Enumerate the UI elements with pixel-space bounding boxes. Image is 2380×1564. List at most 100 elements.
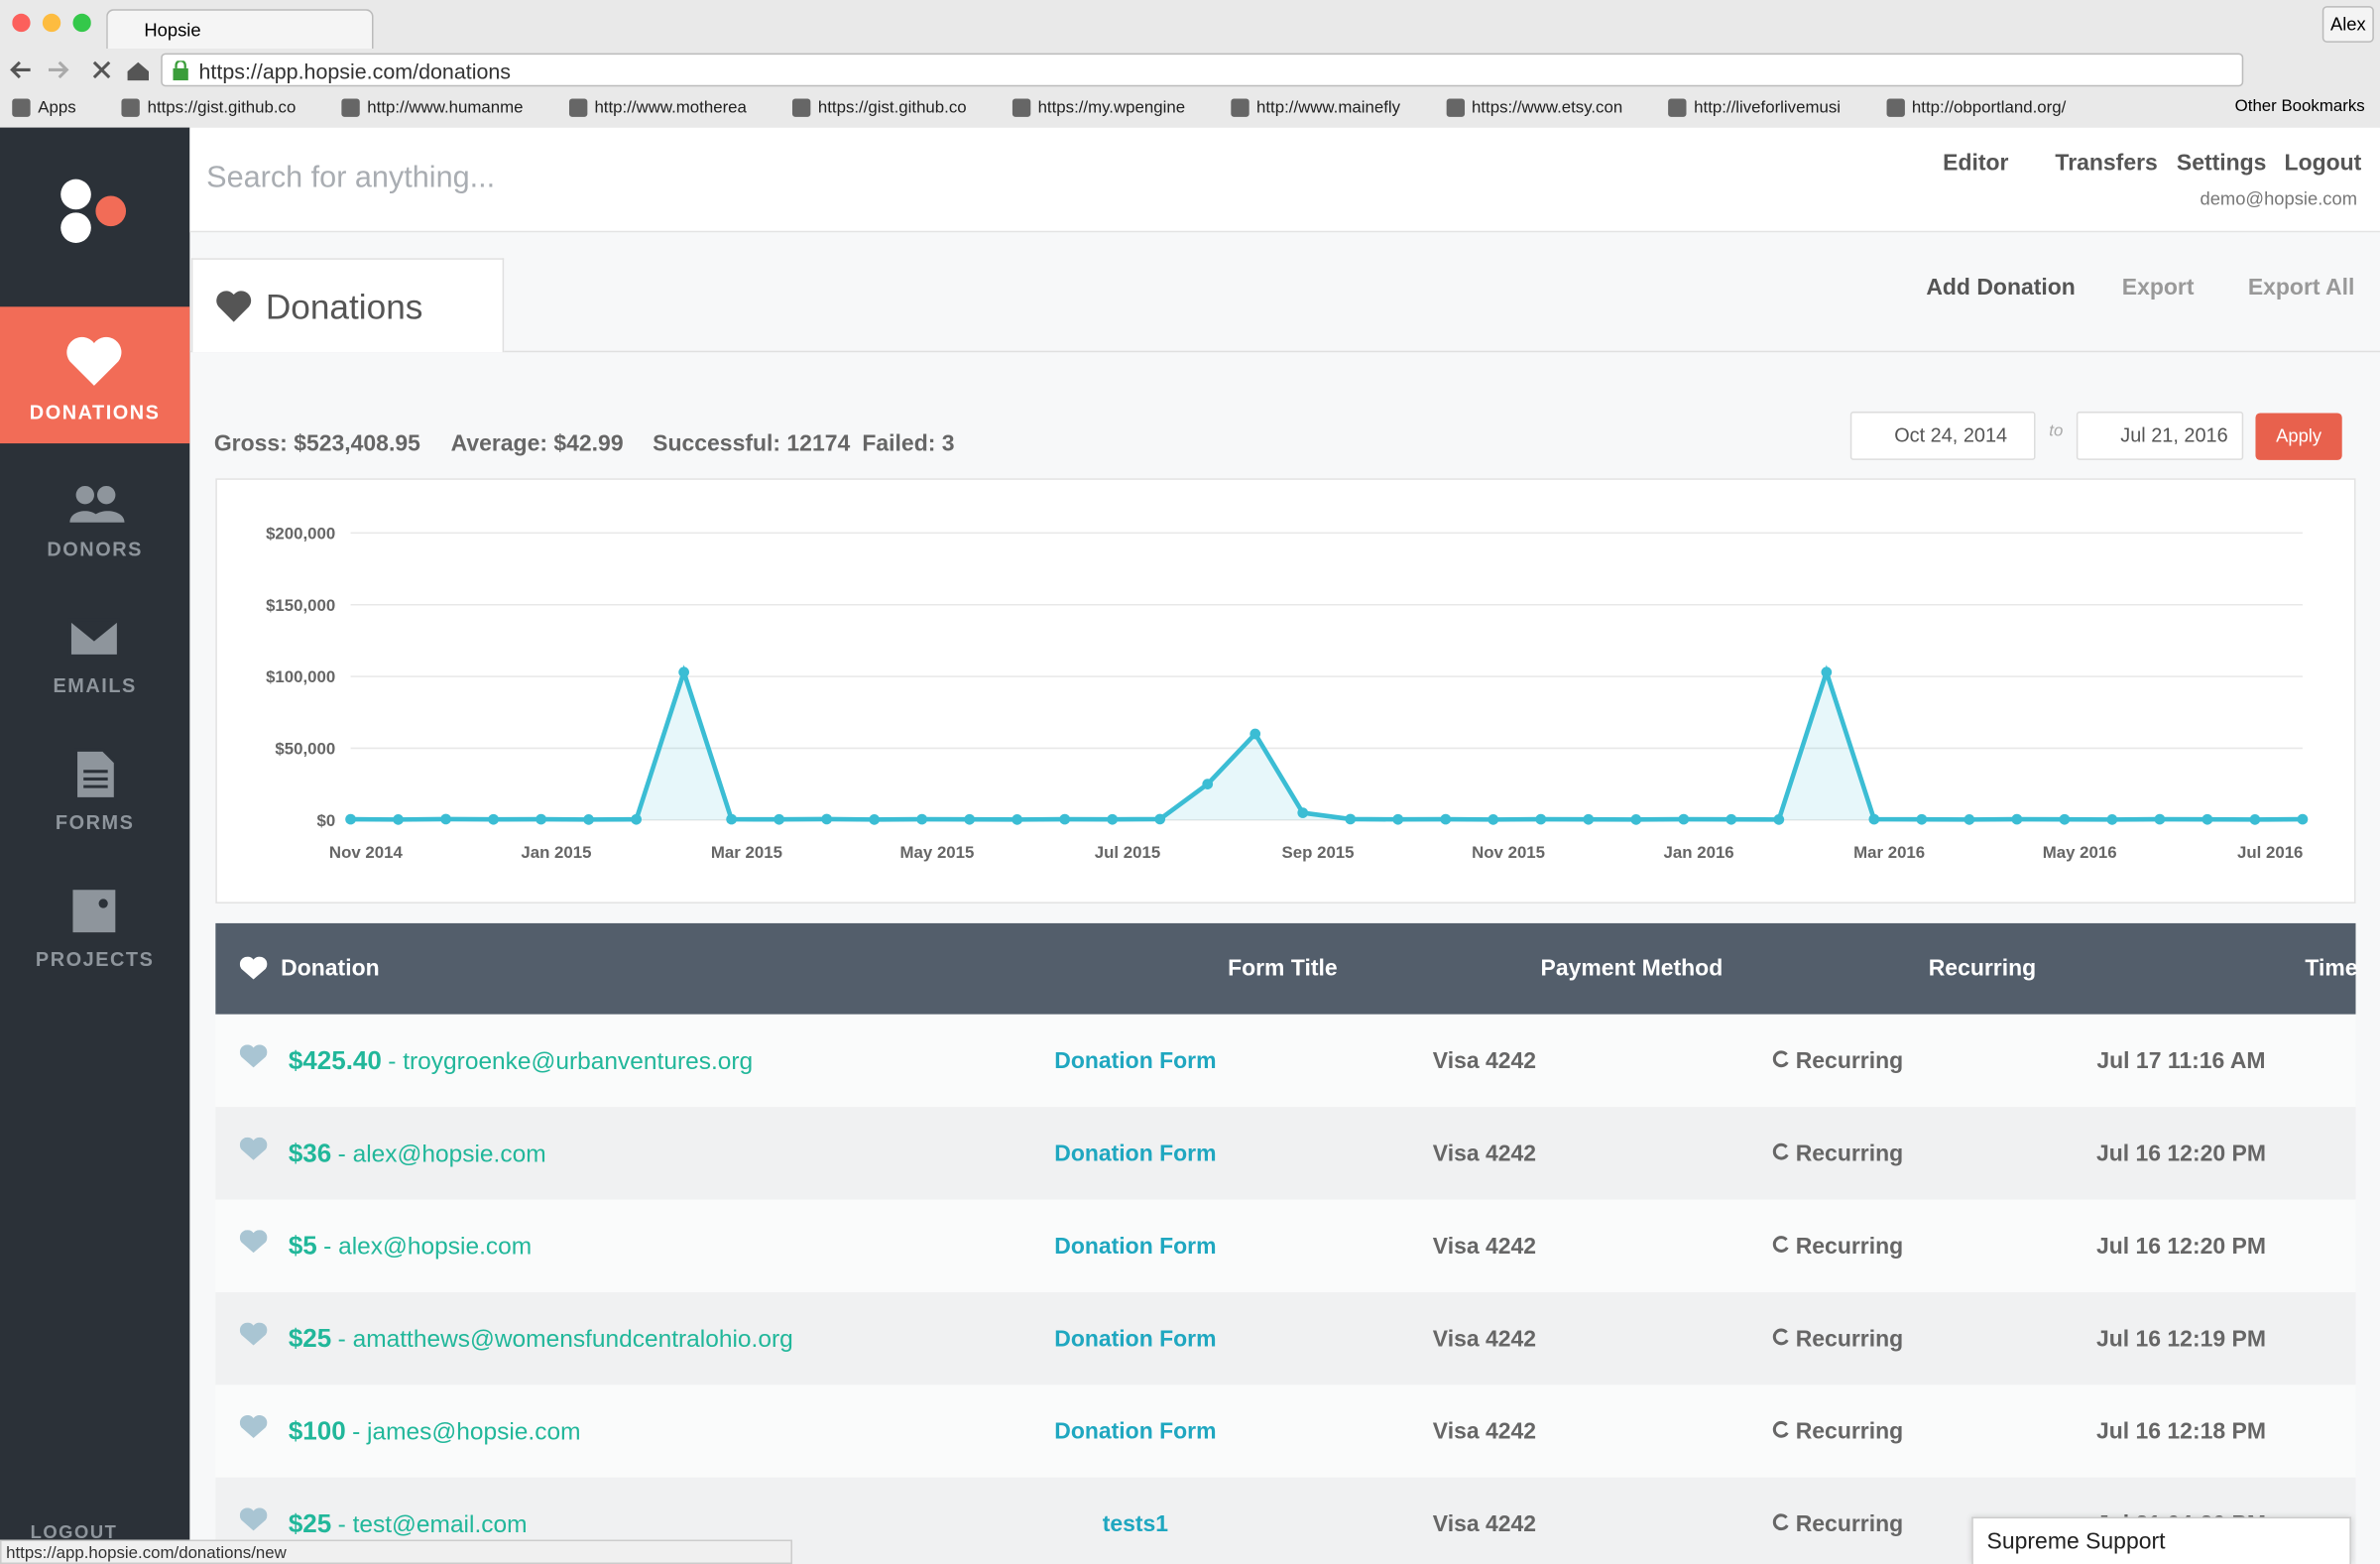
y-tick-label: $50,000 [275,740,335,759]
header-link[interactable]: Editor [1943,150,2009,177]
point [1773,814,1785,825]
chart: $0 $50,000 $100,000 $150,000 $200,000 Nov 201… [266,525,2309,862]
heart-icon [239,1322,268,1346]
icon-shape [239,1137,268,1160]
browser-tab[interactable]: Hopsie [106,9,374,49]
point [1250,728,1261,740]
date-to[interactable]: Jul 21, 2016 [2076,411,2244,460]
recurring-icon [1772,1235,1789,1253]
donation-amount: $5 [288,1230,317,1261]
x-tick-label: Jul 2016 [2237,843,2303,862]
nav-buttons [10,60,149,81]
search-input[interactable]: Search for anything... [206,161,496,194]
point [345,813,356,825]
window-controls [12,13,91,33]
icon-shape [1772,1420,1789,1437]
heart-icon [239,1137,268,1160]
nav-item[interactable]: DONORS [0,443,189,580]
x-tick-label: Nov 2014 [329,843,404,862]
summary-stat: Failed: 3 [862,430,955,457]
form-title[interactable]: Donation Form [1054,1418,1217,1445]
donor-email: - alex@hopsie.com [323,1234,533,1261]
apply-button[interactable]: Apply [2255,413,2342,460]
form-title[interactable]: Donation Form [1054,1140,1217,1166]
other-bookmarks[interactable]: Other Bookmarks [2234,96,2365,116]
nav-item[interactable]: PROJECTS [0,853,189,990]
top-bar: Search for anything... demo@hopsie.com E… [189,127,2380,233]
point [2249,814,2261,825]
bookmark[interactable]: https://gist.github.co [109,98,296,117]
donation-cell[interactable]: $25 - amatthews@womensfundcentralohio.or… [289,1323,793,1354]
bookmark[interactable]: https://gist.github.co [780,98,967,117]
bookmark[interactable]: http://obportland.org/ [1874,98,2067,117]
bookmark-label: http://www.mainefly [1256,98,1401,117]
bookmark-label: http://www.motherea [594,98,747,117]
table-row: $100 - james@hopsie.com Donation Form Visa… [215,1384,2356,1478]
recurring-icon [1772,1327,1789,1345]
user-email: demo@hopsie.com [2200,187,2358,210]
donation-cell[interactable]: $100 - james@hopsie.com [289,1416,581,1447]
profile-button[interactable]: Alex [2321,6,2374,43]
payment-method: Visa 4242 [1432,1233,1537,1260]
point [1535,813,1547,825]
bookmark[interactable]: https://my.wpengine [1000,98,1185,117]
bookmark[interactable]: https://www.etsy.con [1434,98,1622,117]
point [964,813,976,825]
date-from[interactable]: Oct 24, 2014 [1849,411,2036,460]
form-title[interactable]: Donation Form [1054,1325,1217,1352]
bookmark[interactable]: http://www.motherea [556,98,747,117]
nav-item[interactable]: FORMS [0,717,189,854]
point [1821,666,1833,678]
bookmark[interactable]: http://www.mainefly [1219,98,1401,117]
donation-amount: $100 [288,1415,346,1445]
y-tick-label: $200,000 [266,525,335,543]
nav-item[interactable]: DONATIONS [0,306,190,444]
bookmark[interactable]: http://www.humanme [329,98,524,117]
bookmark-icon [1445,98,1465,117]
page-action[interactable]: Add Donation [1926,275,2076,301]
bookmark[interactable]: Apps [0,98,76,117]
support-widget[interactable]: Supreme Support [1971,1516,2351,1564]
form-title[interactable]: tests1 [1102,1510,1169,1537]
time: Jul 16 12:19 PM [2095,1325,2266,1352]
x-tick-label: Sep 2015 [1282,843,1355,862]
nav-icon [67,618,120,658]
time: Jul 17 11:16 AM [2096,1047,2266,1074]
divider [189,350,2380,353]
recurring-cell: Recurring [1771,1418,1903,1444]
nav-item[interactable]: EMAILS [0,580,189,717]
icon-shape [1772,1142,1789,1159]
form-title[interactable]: Donation Form [1054,1047,1217,1074]
point [1630,814,1642,825]
header-link[interactable]: Logout [2284,150,2362,177]
column-header: Recurring [1928,955,2037,982]
form-title[interactable]: Donation Form [1054,1233,1217,1260]
donation-cell[interactable]: $425.40 - troygroenke@urbanventures.org [289,1045,753,1076]
donation-cell[interactable]: $36 - alex@hopsie.com [289,1139,546,1169]
donation-cell[interactable]: $5 - alex@hopsie.com [289,1231,532,1262]
date-to-label: to [2049,421,2064,441]
point [1392,813,1404,825]
donation-cell[interactable]: $25 - test@email.com [289,1508,528,1539]
bookmark-label: http://obportland.org/ [1911,98,2067,117]
recurring-label: Recurring [1795,1047,1904,1074]
y-tick-label: $150,000 [266,596,335,615]
point [1202,779,1214,789]
nav-label: PROJECTS [35,947,155,971]
point [821,813,833,825]
logout-link[interactable]: LOGOUT [30,1521,118,1543]
header-link[interactable]: Settings [2176,150,2267,177]
bookmark-label: http://www.humanme [367,98,524,117]
icon-shape [239,956,268,980]
donor-email: - test@email.com [337,1511,528,1538]
header-link[interactable]: Transfers [2055,150,2158,177]
page-action[interactable]: Export [2121,275,2195,301]
page-action[interactable]: Export All [2247,275,2355,301]
line [350,664,2303,822]
point [1916,813,1928,825]
bookmark[interactable]: http://liveforlivemusi [1656,98,1841,117]
bookmark-label: https://gist.github.co [817,98,967,117]
address-bar[interactable]: https://app.hopsie.com/donations [161,53,2244,87]
